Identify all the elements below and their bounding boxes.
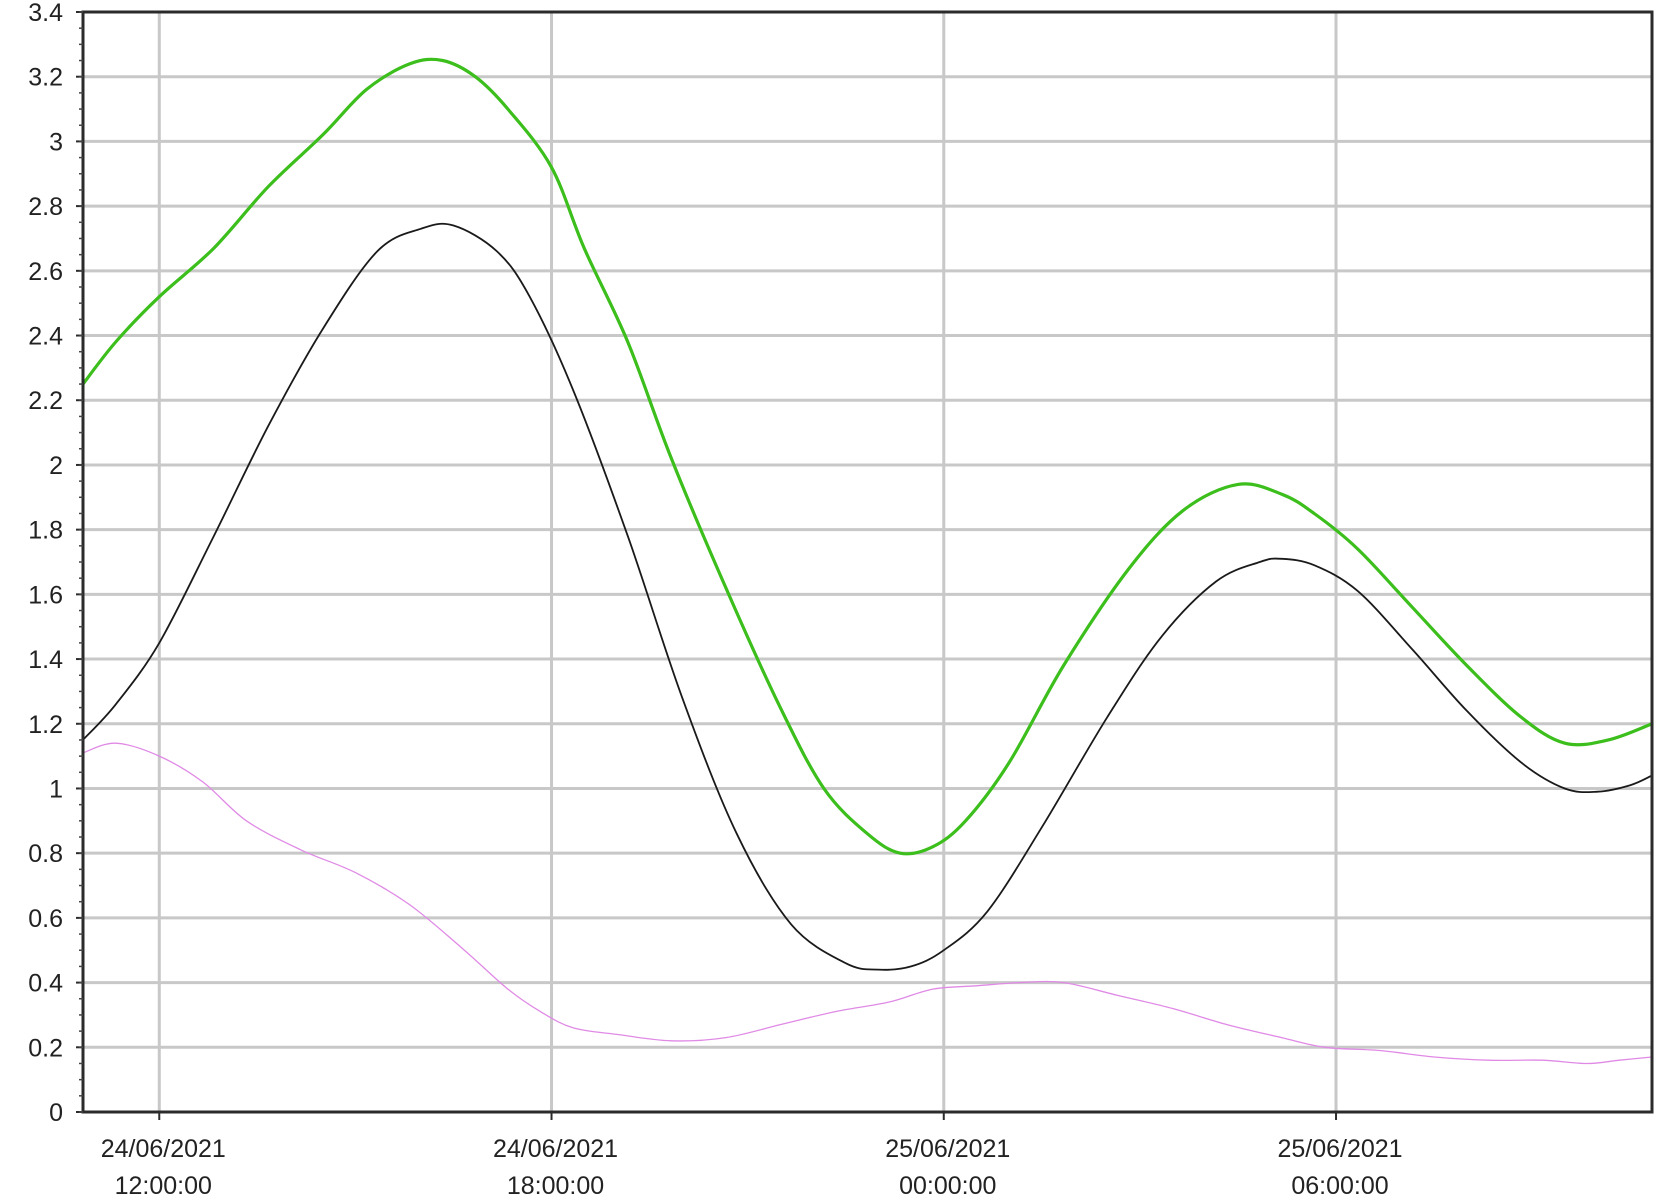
plot-frame xyxy=(81,10,1654,1114)
y-tick-label: 2.8 xyxy=(28,193,63,221)
series-lines xyxy=(81,57,1654,1065)
y-tick-label: 2.6 xyxy=(28,258,63,286)
x-axis-tick-labels: 24/06/2021 12:00:00 24/06/2021 18:00:00 25/0… xyxy=(101,1135,1403,1200)
y-tick-label: 0.2 xyxy=(28,1034,63,1062)
x-tick-time-label: 12:00:00 xyxy=(115,1172,212,1200)
y-tick-label: 1 xyxy=(49,775,63,803)
y-axis-minor-ticks xyxy=(76,11,83,1113)
y-tick-label: 3.4 xyxy=(28,0,63,27)
y-tick-label: 2.4 xyxy=(28,323,63,351)
y-tick-label: 0.6 xyxy=(28,905,63,933)
y-axis-tick-labels: 0 0.2 0.4 0.6 0.8 1 1.2 1.4 1.6 1.8 2 2.2 2.4 2.6 2.8 3… xyxy=(28,0,63,1127)
x-tick-time-label: 18:00:00 xyxy=(507,1172,604,1200)
gridlines xyxy=(83,12,1652,1120)
y-tick-label: 2.2 xyxy=(28,387,63,415)
x-tick-date-label: 25/06/2021 xyxy=(1277,1135,1402,1163)
series-line-2 xyxy=(82,222,1653,971)
y-tick-label: 1.4 xyxy=(28,646,63,674)
x-tick-date-label: 25/06/2021 xyxy=(885,1135,1010,1163)
y-tick-label: 2 xyxy=(49,452,63,480)
series-line-3 xyxy=(82,742,1653,1065)
y-tick-label: 1.6 xyxy=(28,581,63,609)
x-tick-date-label: 24/06/2021 xyxy=(493,1135,618,1163)
y-tick-label: 1.8 xyxy=(28,517,63,545)
x-tick-time-label: 06:00:00 xyxy=(1291,1172,1388,1200)
x-tick-time-label: 00:00:00 xyxy=(899,1172,996,1200)
y-tick-label: 0.8 xyxy=(28,840,63,868)
y-tick-label: 0.4 xyxy=(28,970,63,998)
series-line-1 xyxy=(81,57,1654,856)
y-tick-label: 3.2 xyxy=(28,64,63,92)
y-tick-label: 3 xyxy=(49,128,63,156)
y-tick-label: 0 xyxy=(49,1099,63,1127)
y-tick-label: 1.2 xyxy=(28,711,63,739)
x-tick-date-label: 24/06/2021 xyxy=(101,1135,226,1163)
